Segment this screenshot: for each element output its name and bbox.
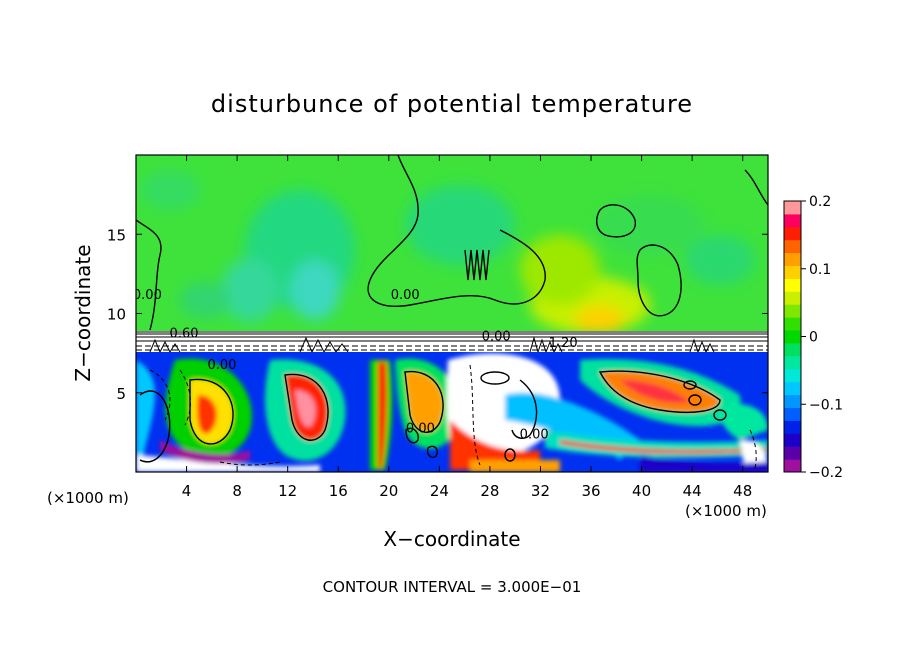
colorbar-swatch — [784, 368, 801, 383]
y-axis: 5 10 15 — [107, 226, 768, 403]
contour-lines-dashed — [149, 364, 757, 469]
upper-layer-variations — [140, 170, 755, 334]
y-axis-label: Z−coordinate — [71, 244, 95, 381]
colorbar-tick-label: 0.2 — [809, 194, 831, 210]
colorbar-swatch — [784, 342, 801, 357]
x-tick-label: 28 — [480, 482, 499, 500]
colorbar-swatch — [784, 252, 801, 267]
colorbar-swatch — [784, 291, 801, 305]
x-unit-label-right: (×1000 m) — [685, 502, 767, 520]
x-tick-label: 40 — [632, 482, 651, 500]
contour-label: 0.00 — [482, 329, 511, 344]
colorbar-swatch — [784, 446, 801, 460]
colorbar-swatch — [784, 381, 801, 396]
inversion-lines — [136, 331, 768, 354]
colorbar-swatch — [784, 394, 801, 408]
x-tick-label: 44 — [683, 482, 702, 500]
colorbar-swatch — [784, 213, 801, 228]
x-tick-label: 20 — [379, 482, 398, 500]
colorbar-swatch — [784, 317, 801, 331]
colorbar-swatch — [784, 201, 801, 215]
x-tick-label: 12 — [278, 482, 297, 500]
colorbar-swatch — [784, 459, 801, 473]
colorbar-tick-label: 0 — [809, 330, 818, 346]
colorbar-swatch — [784, 278, 801, 292]
y-tick-label: 15 — [107, 226, 126, 244]
chart-title: disturbunce of potential temperature — [211, 90, 693, 118]
colorbar-swatch — [784, 304, 801, 318]
colorbar-tick-label: −0.1 — [809, 397, 843, 413]
contour-label: 0.00 — [406, 421, 435, 436]
x-tick-label: 8 — [232, 482, 242, 500]
x-unit-label: (×1000 m) — [47, 489, 129, 507]
contour-label: 0.60 — [170, 326, 199, 341]
colorbar-tick-label: 0.1 — [809, 262, 831, 278]
x-tick-label: 32 — [531, 482, 550, 500]
x-axis-label: X−coordinate — [383, 527, 520, 551]
colorbar-swatch — [784, 239, 801, 254]
colorbar-swatch — [784, 433, 801, 447]
colorbar-swatch — [784, 407, 801, 421]
x-tick-label: 24 — [430, 482, 449, 500]
contour-label: 0.00 — [133, 288, 162, 303]
contour-label: 0.00 — [391, 288, 420, 303]
colorbar: 0.2 0.1 0 −0.1 −0.2 — [783, 194, 843, 481]
colorbar-swatch — [784, 355, 801, 370]
x-tick-label: 48 — [733, 482, 752, 500]
potential-temperature-field: 0.00 0.60 0.00 0.00 1.20 0.00 0.00 0.00 — [133, 155, 768, 472]
x-axis: 4 8 12 16 20 24 28 32 36 40 44 48 — [182, 155, 752, 500]
x-tick-label: 16 — [329, 482, 348, 500]
x-tick-label: 36 — [581, 482, 600, 500]
contour-label: 1.20 — [549, 336, 578, 351]
contour-lines — [136, 155, 768, 463]
colorbar-swatch — [784, 226, 801, 241]
colorbar-swatch — [784, 330, 801, 344]
y-tick-label: 5 — [116, 385, 126, 403]
colorbar-swatch — [784, 265, 801, 279]
x-tick-label: 4 — [182, 482, 192, 500]
lower-layer-eddies — [136, 353, 768, 472]
contour-interval-note: CONTOUR INTERVAL = 3.000E−01 — [323, 578, 582, 596]
contour-label: 0.00 — [520, 428, 549, 443]
y-tick-label: 10 — [107, 306, 126, 324]
colorbar-tick-label: −0.2 — [809, 465, 843, 481]
contour-labels: 0.00 0.60 0.00 0.00 1.20 0.00 0.00 0.00 — [133, 288, 578, 443]
contour-label: 0.00 — [207, 358, 236, 373]
colorbar-swatch — [784, 420, 801, 434]
